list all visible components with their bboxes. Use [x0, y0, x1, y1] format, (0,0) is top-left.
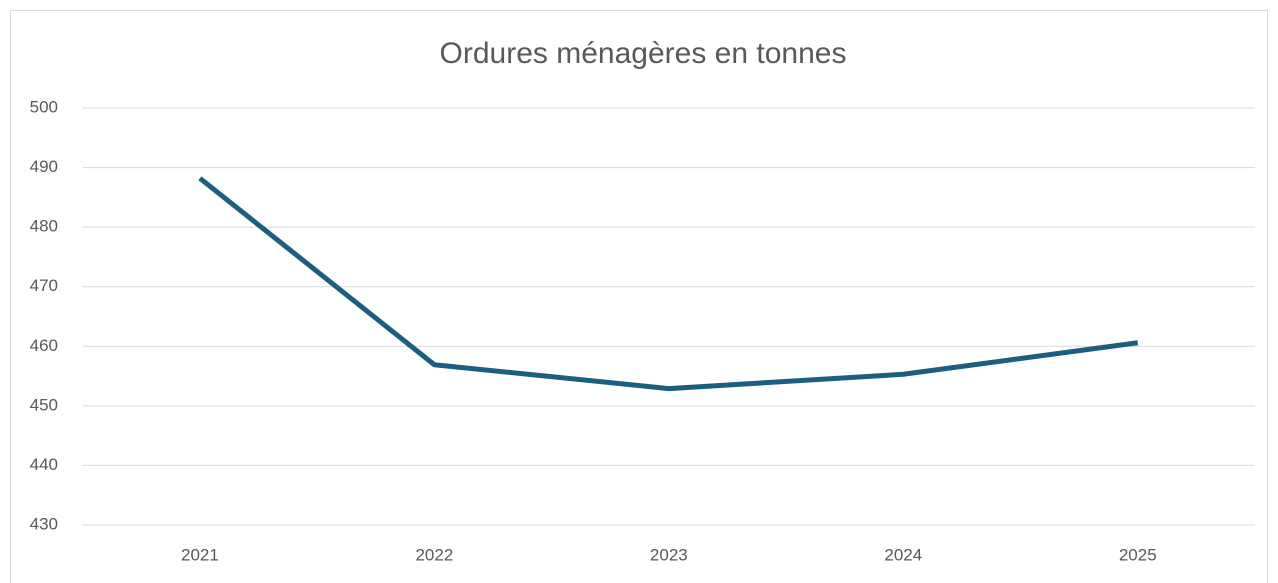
- y-tick-label: 450: [30, 395, 58, 414]
- y-tick-label: 500: [30, 97, 58, 116]
- x-tick-label: 2022: [415, 545, 453, 564]
- chart-frame: [10, 10, 1268, 583]
- line-series: [198, 176, 1139, 392]
- y-tick-label: 470: [30, 276, 58, 295]
- y-tick-label: 480: [30, 217, 58, 236]
- x-tick-label: 2023: [650, 545, 688, 564]
- y-tick-label: 490: [30, 157, 58, 176]
- y-tick-label: 430: [30, 514, 58, 533]
- y-tick-label: 440: [30, 455, 58, 474]
- x-tick-label: 2025: [1119, 545, 1157, 564]
- chart-title: Ordures ménagères en tonnes: [440, 37, 847, 70]
- x-tick-label: 2024: [884, 545, 922, 564]
- x-tick-label: 2021: [181, 545, 219, 564]
- y-tick-label: 460: [30, 336, 58, 355]
